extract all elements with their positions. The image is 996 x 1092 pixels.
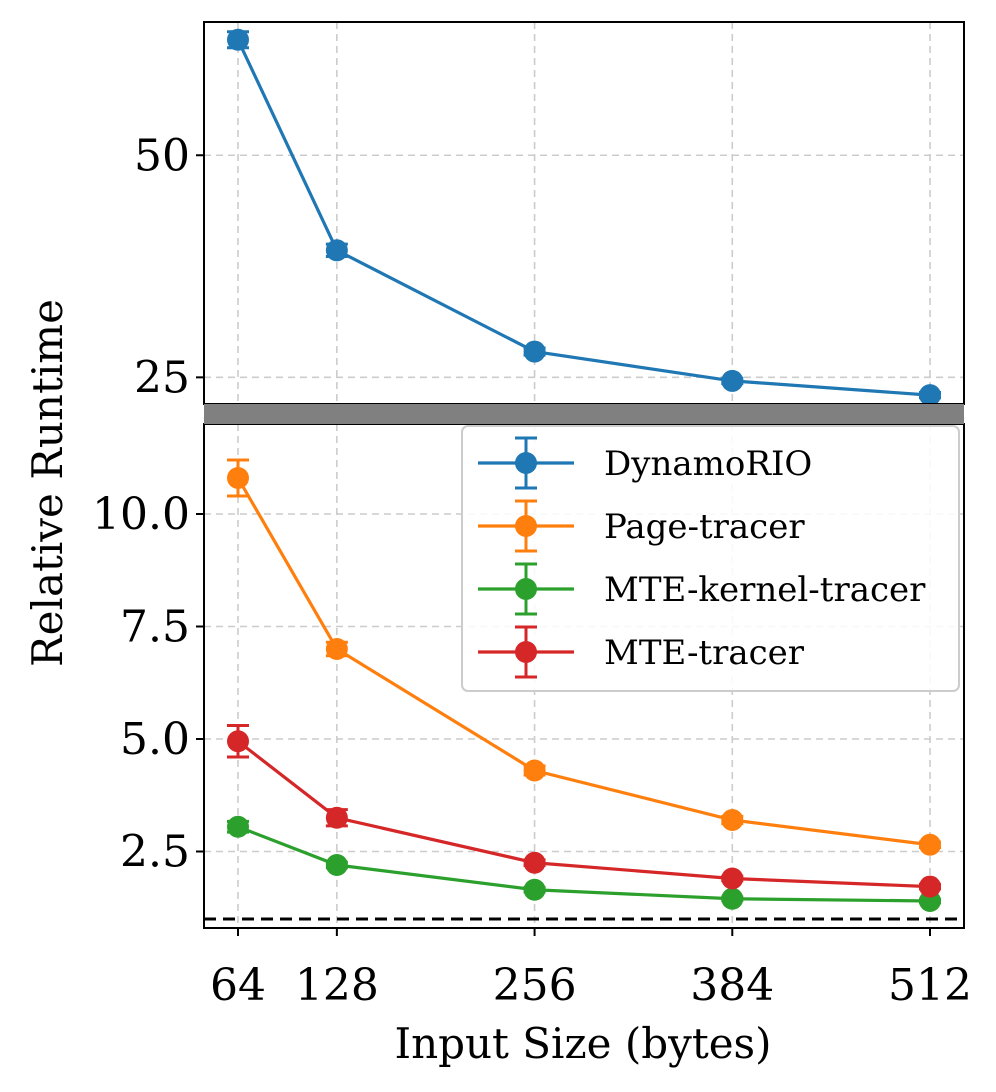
legend-label: DynamoRIO [604,444,812,484]
data-point [919,875,941,898]
data-point [919,833,941,856]
data-point [523,878,546,901]
data-point [325,239,348,262]
legend-marker [515,452,537,474]
x-tick-label: 512 [888,960,972,1011]
x-tick-label: 64 [210,960,266,1011]
data-point [227,815,249,838]
data-point [227,28,249,51]
data-point [523,851,546,874]
legend-marker [515,641,537,663]
series-page-tracer [227,458,941,856]
legend-marker [515,515,537,537]
x-tick-label: 128 [295,960,379,1011]
legend-frame [461,425,960,692]
legend-items: DynamoRIO Page-tracer MTE-kernel-tracer MTE… [478,436,926,679]
data-point [325,854,348,876]
x-tick-label: 384 [690,960,774,1011]
legend-label: MTE-tracer [604,633,805,673]
data-point [721,887,744,910]
data-point [523,759,546,782]
top-y-tick-label: 50 [134,130,190,181]
bottom-y-tick-label: 5.0 [120,714,190,765]
series-dynamorio [227,28,941,407]
legend-item-mte-tracer: MTE-tracer [478,625,805,679]
bottom-y-tick-label: 10.0 [92,489,190,540]
tick-layer: 64 128 256 384 512 25 50 2.5 5.0 7.5 10.0 [92,130,972,1011]
legend: DynamoRIO Page-tracer MTE-kernel-tracer MTE… [461,425,960,692]
bottom-y-tick-label: 2.5 [120,827,190,878]
series-mte-tracer [227,724,941,898]
data-point [227,730,249,753]
series-layer [204,28,964,921]
legend-label: MTE-kernel-tracer [604,570,926,610]
data-point [325,806,348,829]
data-point [721,369,744,392]
x-tick-label: 256 [493,960,577,1011]
data-point [721,867,744,890]
series-line [236,39,931,397]
bottom-y-tick-label: 7.5 [120,602,190,653]
legend-item-dynamorio: DynamoRIO [478,436,812,490]
data-point [919,384,941,407]
y-axis-title: Relative Runtime [23,299,72,667]
legend-marker [515,578,537,600]
data-point [721,809,744,831]
x-axis-title: Input Size (bytes) [394,1019,771,1068]
data-point [325,638,348,660]
top-y-tick-label: 25 [134,352,190,403]
legend-item-mte-kernel-tracer: MTE-kernel-tracer [478,562,926,616]
axis-break-bar [204,404,964,424]
legend-item-page-tracer: Page-tracer [478,499,805,553]
series-mte-kernel-tracer [227,815,941,912]
data-point [523,340,546,363]
data-point [227,467,249,489]
legend-label: Page-tracer [604,507,805,547]
